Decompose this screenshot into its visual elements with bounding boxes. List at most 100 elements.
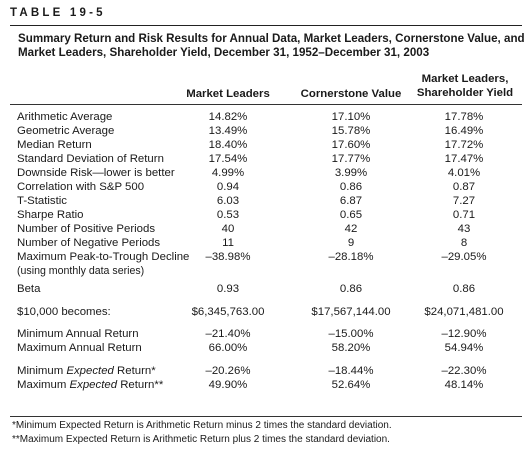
col-header-cornerstone-value: Cornerstone Value bbox=[300, 88, 402, 100]
table-row-becomes: $10,000 becomes: $6,345,763.00 $17,567,1… bbox=[0, 305, 530, 319]
title-line-2: Market Leaders, Shareholder Yield, Decem… bbox=[18, 46, 430, 59]
table-title: Summary Return and Risk Results for Annu… bbox=[18, 32, 525, 60]
table-row: Median Return 18.40% 17.60% 17.72% bbox=[0, 138, 530, 152]
label-part: Maximum bbox=[17, 379, 70, 391]
table-row: Geometric Average 13.49% 15.78% 16.49% bbox=[0, 124, 530, 138]
cell-market-leaders: 0.94 bbox=[216, 181, 240, 193]
title-line-1: Summary Return and Risk Results for Annu… bbox=[18, 32, 525, 45]
cell-shareholder-yield: 7.27 bbox=[452, 195, 476, 207]
label-part: Return** bbox=[117, 379, 164, 391]
cell-cornerstone-value: 3.99% bbox=[334, 167, 368, 179]
cell-shareholder-yield: 8 bbox=[460, 237, 468, 249]
cell-shareholder-yield: 0.87 bbox=[452, 181, 476, 193]
cell-market-leaders: 0.93 bbox=[216, 283, 240, 295]
table-row-max-annual: Maximum Annual Return 66.00% 58.20% 54.9… bbox=[0, 341, 530, 355]
cell-shareholder-yield: –12.90% bbox=[441, 328, 487, 340]
table-row: T-Statistic 6.03 6.87 7.27 bbox=[0, 194, 530, 208]
table-row: Arithmetic Average 14.82% 17.10% 17.78% bbox=[0, 110, 530, 124]
table-row: Number of Negative Periods 11 9 8 bbox=[0, 236, 530, 250]
cell-shareholder-yield: 17.78% bbox=[444, 111, 484, 123]
cell-cornerstone-value: 52.64% bbox=[331, 379, 371, 391]
peak-decline-note: (using monthly data series) bbox=[17, 265, 145, 277]
cell-shareholder-yield: 43 bbox=[457, 223, 471, 235]
table-row: Correlation with S&P 500 0.94 0.86 0.87 bbox=[0, 180, 530, 194]
table-row-min-expected: Minimum Expected Return* –20.26% –18.44%… bbox=[0, 364, 530, 378]
bottom-rule bbox=[10, 416, 522, 417]
cell-market-leaders: 17.54% bbox=[208, 153, 248, 165]
col-header-shareholder-yield: Market Leaders, Shareholder Yield bbox=[410, 73, 520, 100]
table-row: Standard Deviation of Return 17.54% 17.7… bbox=[0, 152, 530, 166]
table-row: Sharpe Ratio 0.53 0.65 0.71 bbox=[0, 208, 530, 222]
table-row: Number of Positive Periods 40 42 43 bbox=[0, 222, 530, 236]
row-label: Number of Negative Periods bbox=[17, 237, 161, 249]
table-row: Downside Risk—lower is better 4.99% 3.99… bbox=[0, 166, 530, 180]
label-emphasis: Expected bbox=[69, 379, 118, 391]
row-label: Geometric Average bbox=[17, 125, 115, 137]
cell-cornerstone-value: 9 bbox=[347, 237, 355, 249]
row-label: Arithmetic Average bbox=[17, 111, 113, 123]
row-label: Correlation with S&P 500 bbox=[17, 181, 145, 193]
cell-cornerstone-value: 58.20% bbox=[331, 342, 371, 354]
label-part: Minimum bbox=[17, 365, 67, 377]
cell-market-leaders: 66.00% bbox=[208, 342, 248, 354]
cell-cornerstone-value: 6.87 bbox=[339, 195, 363, 207]
table-row-beta: Beta 0.93 0.86 0.86 bbox=[0, 282, 530, 296]
row-label: Beta bbox=[17, 283, 41, 295]
cell-cornerstone-value: 0.86 bbox=[339, 181, 363, 193]
cell-market-leaders: 13.49% bbox=[208, 125, 248, 137]
label-emphasis: Expected bbox=[66, 365, 114, 377]
row-label: Minimum Expected Return* bbox=[17, 364, 156, 378]
cell-cornerstone-value: 0.65 bbox=[339, 209, 363, 221]
cell-cornerstone-value: 17.77% bbox=[331, 153, 371, 165]
footnote-1: *Minimum Expected Return is Arithmetic R… bbox=[12, 420, 392, 431]
cell-cornerstone-value: 17.60% bbox=[331, 139, 371, 151]
cell-shareholder-yield: –22.30% bbox=[441, 365, 487, 377]
cell-market-leaders: 6.03 bbox=[216, 195, 240, 207]
row-label: Median Return bbox=[17, 139, 92, 151]
cell-shareholder-yield: 54.94% bbox=[444, 342, 484, 354]
cell-shareholder-yield: –29.05% bbox=[441, 251, 487, 263]
header-rule bbox=[10, 104, 522, 105]
footnote-2: **Maximum Expected Return is Arithmetic … bbox=[12, 434, 390, 445]
cell-market-leaders: –38.98% bbox=[205, 251, 251, 263]
table-row-min-annual: Minimum Annual Return –21.40% –15.00% –1… bbox=[0, 327, 530, 341]
cell-market-leaders: $6,345,763.00 bbox=[191, 306, 265, 318]
row-label: Maximum Peak-to-Trough Decline bbox=[17, 251, 190, 263]
cell-market-leaders: 40 bbox=[221, 223, 235, 235]
cell-cornerstone-value: $17,567,144.00 bbox=[311, 306, 391, 318]
row-label: Number of Positive Periods bbox=[17, 223, 156, 235]
cell-cornerstone-value: –15.00% bbox=[328, 328, 374, 340]
cell-shareholder-yield: $24,071,481.00 bbox=[424, 306, 504, 318]
cell-shareholder-yield: 0.71 bbox=[452, 209, 476, 221]
cell-shareholder-yield: 17.72% bbox=[444, 139, 484, 151]
cell-market-leaders: –21.40% bbox=[205, 328, 251, 340]
row-label: Downside Risk—lower is better bbox=[17, 167, 175, 179]
col-header-shareholder-yield-line-1: Market Leaders, bbox=[421, 73, 509, 85]
cell-cornerstone-value: 15.78% bbox=[331, 125, 371, 137]
cell-market-leaders: –20.26% bbox=[205, 365, 251, 377]
cell-market-leaders: 4.99% bbox=[211, 167, 245, 179]
row-label: Maximum Expected Return** bbox=[17, 378, 163, 392]
cell-cornerstone-value: –18.44% bbox=[328, 365, 374, 377]
row-label: Sharpe Ratio bbox=[17, 209, 84, 221]
row-label: Standard Deviation of Return bbox=[17, 153, 164, 165]
row-label: Maximum Annual Return bbox=[17, 342, 142, 354]
cell-market-leaders: 0.53 bbox=[216, 209, 240, 221]
cell-shareholder-yield: 48.14% bbox=[444, 379, 484, 391]
cell-shareholder-yield: 17.47% bbox=[444, 153, 484, 165]
table-label: TABLE 19-5 bbox=[10, 7, 106, 19]
row-label: T-Statistic bbox=[17, 195, 68, 207]
cell-market-leaders: 49.90% bbox=[208, 379, 248, 391]
cell-cornerstone-value: 42 bbox=[344, 223, 358, 235]
cell-market-leaders: 11 bbox=[222, 237, 234, 249]
cell-market-leaders: 14.82% bbox=[208, 111, 248, 123]
label-part: Return* bbox=[113, 365, 156, 377]
cell-cornerstone-value: 0.86 bbox=[339, 283, 363, 295]
cell-market-leaders: 18.40% bbox=[208, 139, 248, 151]
row-label: Minimum Annual Return bbox=[17, 328, 139, 340]
cell-shareholder-yield: 16.49% bbox=[444, 125, 484, 137]
row-label: $10,000 becomes: bbox=[17, 306, 111, 318]
cell-shareholder-yield: 4.01% bbox=[447, 167, 481, 179]
table-row: Maximum Peak-to-Trough Decline –38.98% –… bbox=[0, 250, 530, 264]
cell-shareholder-yield: 0.86 bbox=[452, 283, 476, 295]
